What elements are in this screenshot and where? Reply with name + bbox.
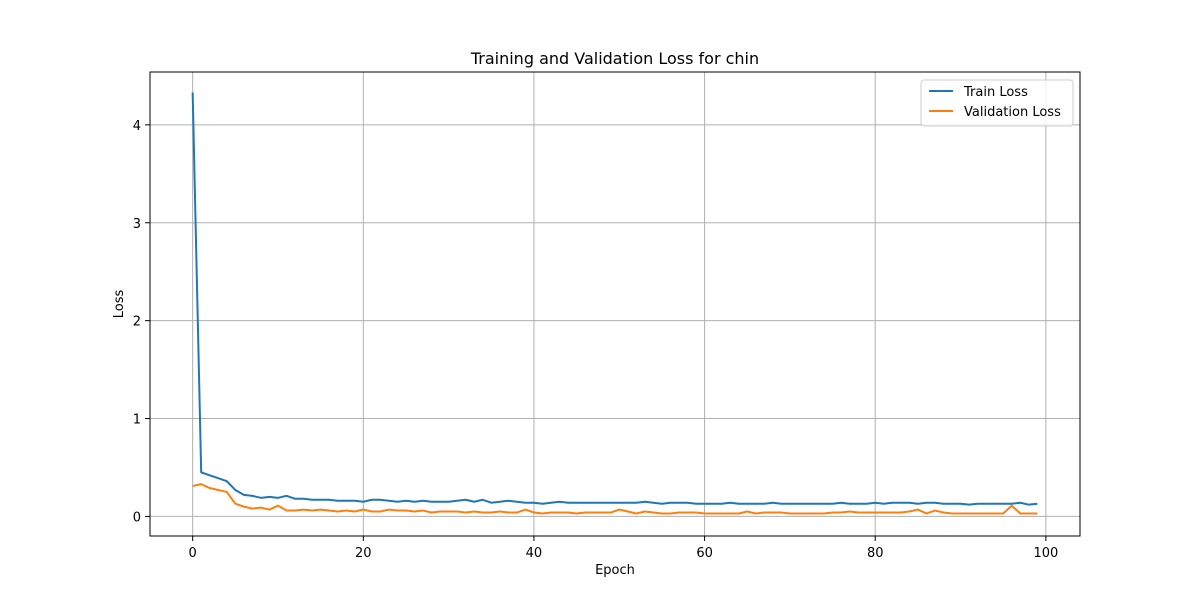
x-tick-label-20: 20: [355, 546, 372, 561]
series-lines: [191, 92, 1038, 515]
x-axis-ticks: 0 20 40 60 80 100: [189, 536, 1058, 561]
y-tick-label-4: 4: [133, 119, 141, 134]
legend: Train Loss Validation Loss: [920, 79, 1074, 127]
legend-entry-train-loss: Train Loss: [963, 85, 1028, 100]
x-tick-label-60: 60: [696, 546, 713, 561]
series-line-validation-loss: [192, 483, 1038, 515]
legend-entry-validation-loss: Validation Loss: [964, 105, 1061, 120]
legend-box: [920, 79, 1074, 127]
series-line-train-loss: [191, 92, 1038, 506]
x-axis-label: Epoch: [595, 563, 635, 578]
chart-title: Training and Validation Loss for chin: [470, 49, 759, 68]
y-tick-label-1: 1: [133, 413, 141, 428]
y-tick-label-2: 2: [133, 315, 141, 330]
y-axis-ticks: 0 1 2 3 4: [133, 119, 150, 525]
y-tick-label-0: 0: [133, 510, 141, 525]
plot-frame: [149, 71, 1081, 537]
x-tick-label-80: 80: [867, 546, 884, 561]
y-axis-label: Loss: [112, 290, 127, 319]
x-tick-label-100: 100: [1033, 546, 1058, 561]
x-tick-label-40: 40: [526, 546, 543, 561]
x-tick-label-0: 0: [189, 546, 197, 561]
y-tick-label-3: 3: [133, 217, 141, 232]
